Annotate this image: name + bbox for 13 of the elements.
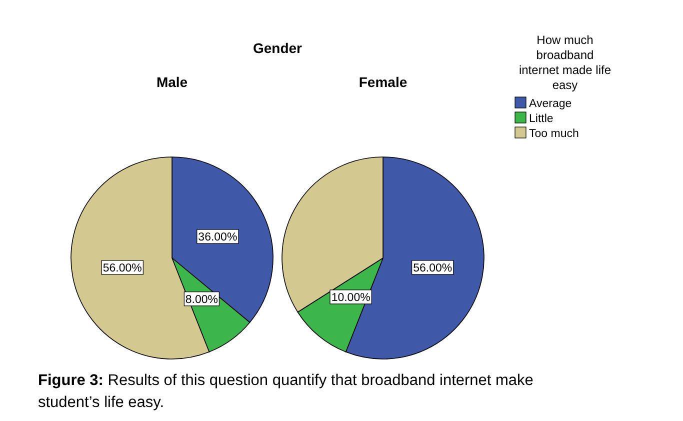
data-label: 10.00% [331, 292, 370, 304]
data-label: 56.00% [413, 262, 452, 274]
data-label: 56.00% [102, 262, 142, 274]
data-label: 8.00% [185, 294, 218, 306]
slice-label: Female [358, 74, 408, 90]
legend-label: Average [529, 98, 572, 110]
legend-title: How much broadband internet made life easy [518, 33, 612, 92]
slice-label: Male [156, 74, 188, 90]
chart-title: Gender [252, 40, 303, 56]
legend-label: Little [529, 113, 554, 125]
legend-label: Too much [529, 128, 579, 140]
data-label: 36.00% [198, 232, 238, 244]
caption: Figure 3: Results of this question quantify that broadband internet make student’s life easy. [38, 372, 534, 411]
